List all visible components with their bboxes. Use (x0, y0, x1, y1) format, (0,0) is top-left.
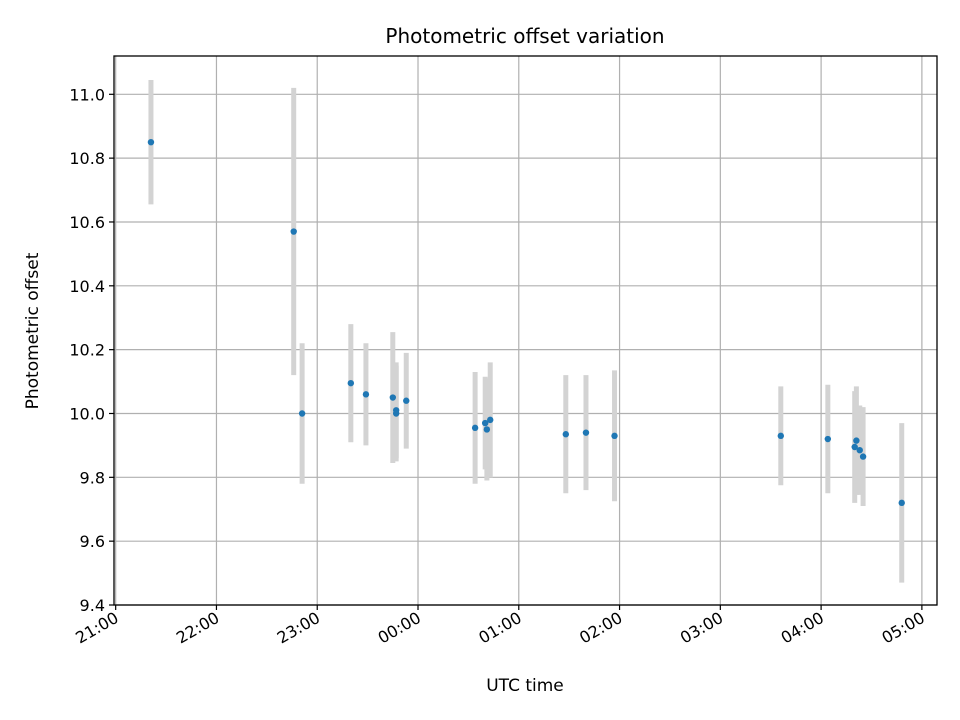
data-point-21 (859, 453, 867, 460)
plot-area (114, 56, 937, 605)
y-tick-label-7: 10.8 (69, 149, 105, 168)
data-point-1 (290, 228, 297, 235)
y-tick-label-5: 10.4 (69, 277, 105, 296)
data-point-18 (851, 443, 858, 451)
data-point-22 (898, 499, 905, 507)
y-tick-label-3: 10.0 (69, 404, 105, 423)
data-point-8 (403, 397, 410, 404)
data-point-13 (562, 431, 570, 438)
data-point-2 (298, 410, 306, 417)
data-point-20 (856, 446, 863, 454)
y-tick-label-2: 9.8 (80, 468, 105, 487)
data-point-9 (471, 424, 479, 432)
data-points (147, 138, 905, 507)
data-point-19 (853, 437, 860, 444)
data-point-11 (483, 426, 491, 433)
data-point-3 (347, 379, 355, 387)
data-point-15 (611, 432, 618, 440)
data-point-16 (777, 432, 784, 440)
x-axis-label: UTC time (486, 676, 564, 696)
y-axis-label: Photometric offset (23, 252, 43, 409)
y-tick-label-1: 9.6 (80, 532, 105, 551)
y-tick-label-8: 11.0 (69, 85, 105, 104)
y-tick-label-6: 10.6 (69, 213, 105, 232)
chart-title: Photometric offset variation (385, 24, 664, 48)
y-tick-label-4: 10.2 (69, 341, 105, 360)
data-point-5 (389, 394, 397, 401)
plot-frame (113, 55, 938, 606)
data-point-12 (487, 416, 494, 424)
data-point-4 (362, 391, 370, 398)
y-tick-label-0: 9.4 (80, 596, 105, 615)
data-point-10 (481, 419, 489, 427)
data-point-14 (582, 429, 590, 436)
data-point-0 (147, 138, 155, 146)
data-point-7 (392, 410, 400, 417)
data-point-17 (824, 435, 832, 443)
